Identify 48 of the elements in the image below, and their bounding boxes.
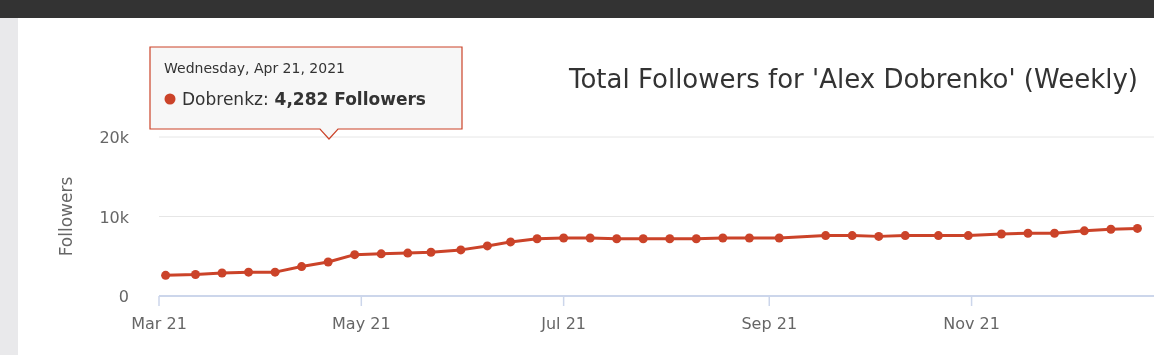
point bbox=[874, 231, 884, 241]
point bbox=[403, 248, 413, 258]
point bbox=[744, 233, 754, 243]
point bbox=[190, 270, 200, 280]
x-tick-label: Sep 21 bbox=[741, 314, 798, 333]
point bbox=[718, 233, 728, 243]
point bbox=[691, 234, 701, 244]
point bbox=[585, 233, 595, 243]
point bbox=[1106, 224, 1116, 234]
point bbox=[426, 247, 436, 257]
point bbox=[532, 234, 542, 244]
point bbox=[665, 234, 675, 244]
x-tick-label: Mar 21 bbox=[131, 314, 187, 333]
point bbox=[270, 267, 280, 277]
point bbox=[963, 231, 973, 241]
point bbox=[217, 268, 227, 278]
chart-title: Total Followers for 'Alex Dobrenko' (Weekly) bbox=[567, 64, 1138, 94]
point bbox=[376, 249, 386, 259]
point bbox=[482, 241, 492, 251]
y-tick-label: 0 bbox=[118, 287, 129, 306]
y-tick-label: 10k bbox=[99, 207, 130, 227]
point bbox=[1132, 223, 1142, 233]
text: Wednesday, Apr 21, 2021 bbox=[164, 60, 345, 76]
point bbox=[847, 231, 857, 241]
point bbox=[323, 257, 333, 267]
point bbox=[1023, 228, 1033, 238]
x-tick-label: Nov 21 bbox=[943, 314, 1000, 333]
point bbox=[1050, 228, 1059, 238]
point bbox=[900, 231, 910, 241]
y-tick-label: 20k bbox=[99, 128, 130, 147]
point bbox=[996, 229, 1006, 239]
point bbox=[297, 262, 307, 272]
point bbox=[638, 234, 648, 244]
point bbox=[350, 250, 360, 260]
point bbox=[559, 233, 569, 243]
point bbox=[933, 231, 943, 241]
point bbox=[1079, 226, 1089, 236]
y-axis-title: Followers bbox=[56, 176, 76, 257]
x-tick-label: Jul 21 bbox=[540, 314, 587, 333]
point bbox=[821, 231, 831, 241]
point bbox=[456, 245, 466, 255]
point bbox=[161, 270, 171, 280]
point bbox=[506, 237, 516, 247]
point bbox=[244, 267, 254, 277]
point bbox=[774, 233, 784, 243]
point bbox=[612, 234, 622, 244]
text: Dobrenkz: 4,282 Followers bbox=[182, 89, 426, 109]
x-tick-label: May 21 bbox=[332, 314, 391, 333]
